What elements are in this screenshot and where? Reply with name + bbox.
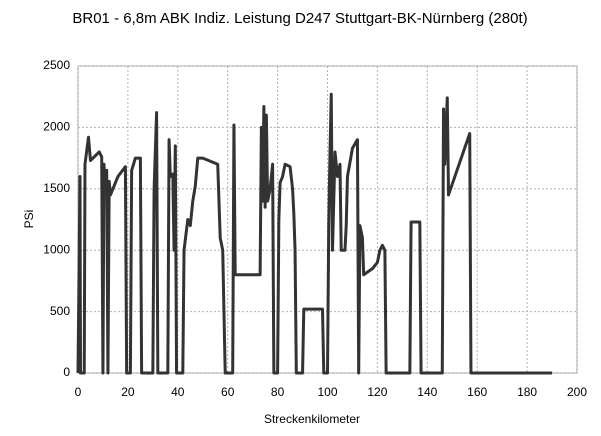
y-tick-label: 0	[63, 365, 70, 379]
x-axis-label: Streckenkilometer	[264, 412, 360, 426]
y-tick-label: 2500	[43, 58, 70, 72]
x-tick-label: 40	[171, 385, 185, 399]
y-tick-label: 1500	[43, 181, 70, 195]
y-tick-label: 2000	[43, 120, 70, 134]
x-tick-label: 20	[121, 385, 135, 399]
y-tick-label: 1000	[43, 242, 70, 256]
x-tick-label: 100	[317, 385, 337, 399]
x-tick-label: 60	[221, 385, 235, 399]
x-tick-label: 120	[367, 385, 387, 399]
data-line	[76, 92, 553, 375]
x-tick-label: 140	[417, 385, 437, 399]
x-tick-label: 0	[75, 385, 82, 399]
y-axis-label: PSi	[22, 210, 36, 229]
x-tick-label: 200	[567, 385, 587, 399]
chart-title: BR01 - 6,8m ABK Indiz. Leistung D247 Stu…	[72, 10, 527, 27]
x-tick-label: 160	[467, 385, 487, 399]
x-tick-label: 180	[517, 385, 537, 399]
y-tick-label: 500	[50, 304, 70, 318]
x-tick-label: 80	[271, 385, 285, 399]
